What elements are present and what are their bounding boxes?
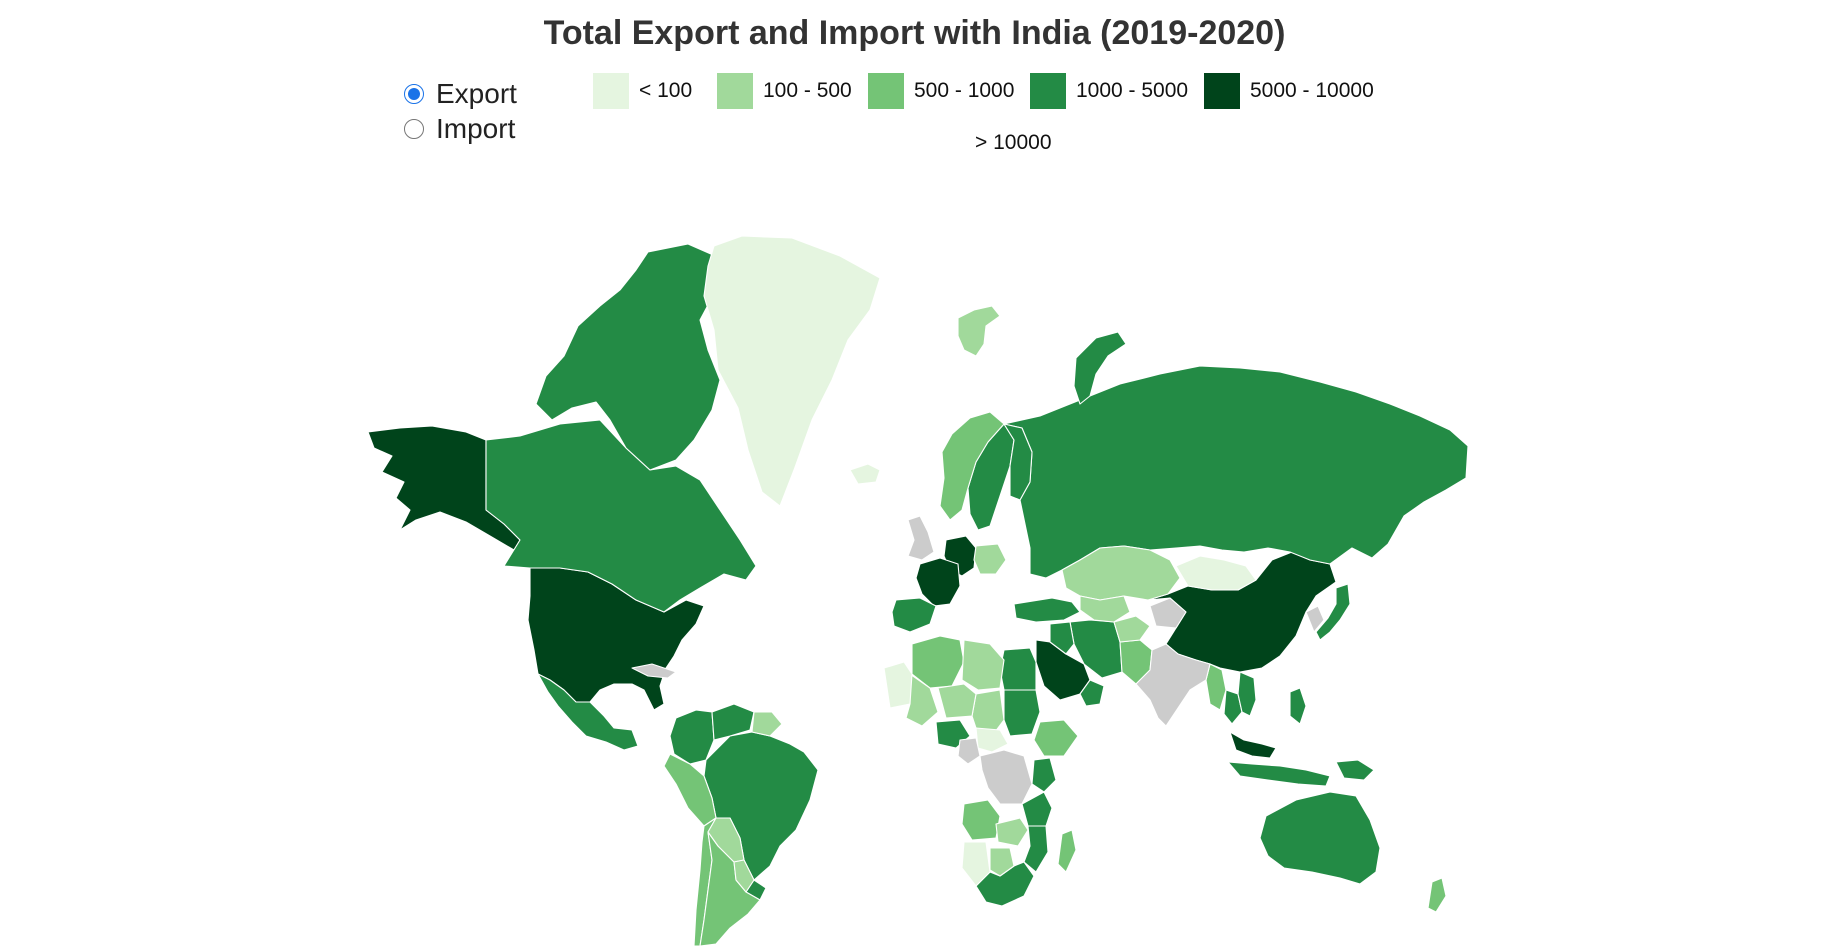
- legend-swatch-1000-5000: [1030, 73, 1066, 109]
- country-korea[interactable]: Korea: [1305, 605, 1325, 633]
- country-paraguay[interactable]: Paraguay: [733, 859, 755, 893]
- country-mauritania[interactable]: Mauritania: [883, 661, 913, 709]
- legend-item-1000-5000: 1000 - 5000: [1030, 73, 1188, 109]
- import-option[interactable]: Import: [404, 111, 517, 146]
- country-niger[interactable]: Niger: [937, 683, 977, 719]
- country-venezuela[interactable]: Venezuela: [711, 703, 755, 741]
- country-japan[interactable]: Japan: [1315, 583, 1351, 641]
- export-option[interactable]: Export: [404, 76, 517, 111]
- legend-swatch-5000-10000: [1204, 73, 1240, 109]
- country-alaska[interactable]: Alaska: [367, 425, 521, 551]
- country-indonesia[interactable]: Indonesia: [1227, 761, 1331, 787]
- country-botswana[interactable]: Botswana: [989, 847, 1015, 877]
- country-namibia[interactable]: Namibia: [961, 841, 991, 887]
- country-australia[interactable]: Australia: [1259, 791, 1381, 885]
- country-madagascar[interactable]: Madagascar: [1057, 829, 1077, 873]
- import-radio[interactable]: [404, 118, 424, 139]
- legend-item-5000-10000: 5000 - 10000: [1204, 73, 1374, 109]
- legend-label-lt100: < 100: [639, 79, 693, 102]
- country-tanzania[interactable]: Tanzania: [1021, 791, 1053, 827]
- legend-label-5000-10000: 5000 - 10000: [1250, 79, 1374, 102]
- country-iceland[interactable]: Iceland: [849, 463, 881, 485]
- legend-label-500-1000: 500 - 1000: [914, 79, 1015, 102]
- country-novaya-zemlya[interactable]: Novaya Zemlya: [1073, 331, 1127, 405]
- country-algeria[interactable]: Algeria: [911, 635, 965, 689]
- country-egypt[interactable]: Egypt: [999, 647, 1037, 691]
- country-india[interactable]: India: [1135, 643, 1211, 727]
- country-poland[interactable]: Poland: [973, 543, 1007, 575]
- country-mexico[interactable]: Mexico: [537, 673, 639, 751]
- legend-item-lt100: < 100: [593, 73, 692, 109]
- country-france[interactable]: France: [915, 557, 961, 607]
- legend-label-gt10000: > 10000: [975, 131, 1052, 154]
- country-colombia[interactable]: Colombia: [669, 709, 715, 765]
- import-label: Import: [436, 112, 516, 144]
- country-central-african-republic[interactable]: Central African Republic: [975, 727, 1009, 753]
- country-canadian-arctic[interactable]: Canadian Arctic: [535, 243, 721, 471]
- country-angola[interactable]: Angola: [961, 799, 1001, 841]
- country-mozambique[interactable]: Mozambique: [1023, 825, 1049, 873]
- country-philippines[interactable]: Philippines: [1289, 687, 1307, 725]
- country-new-zealand[interactable]: New Zealand: [1427, 877, 1447, 913]
- country-uzbekistan[interactable]: Uzbekistan: [1079, 595, 1131, 623]
- country-sudan[interactable]: Sudan: [1003, 689, 1041, 737]
- country-vietnam[interactable]: Vietnam: [1237, 671, 1257, 717]
- country-libya[interactable]: Libya: [961, 639, 1005, 691]
- country-mongolia[interactable]: Mongolia: [1175, 555, 1257, 591]
- country-iraq[interactable]: Iraq: [1049, 621, 1075, 655]
- country-south-africa[interactable]: South Africa: [975, 861, 1035, 907]
- country-malaysia[interactable]: Malaysia: [1229, 731, 1277, 759]
- chart-title: Total Export and Import with India (2019…: [543, 14, 1286, 52]
- country-myanmar[interactable]: Myanmar: [1205, 663, 1227, 711]
- export-label: Export: [436, 77, 517, 109]
- country-dr-congo[interactable]: DR Congo: [979, 749, 1033, 805]
- legend-item-500-1000: 500 - 1000: [868, 73, 1014, 109]
- country-kenya[interactable]: Kenya: [1031, 757, 1057, 793]
- legend-swatch-100-500: [717, 73, 753, 109]
- country-cameroon[interactable]: Cameroon: [957, 737, 981, 765]
- country-svalbard[interactable]: Svalbard: [957, 305, 1001, 357]
- country-papua-new-guinea[interactable]: Papua New Guinea: [1335, 759, 1375, 781]
- legend-item-100-500: 100 - 500: [717, 73, 852, 109]
- country-canada[interactable]: Canada: [485, 419, 757, 613]
- country-cuba[interactable]: Cuba: [631, 663, 677, 679]
- country-spain[interactable]: Spain: [891, 597, 937, 633]
- country-zambia[interactable]: Zambia: [995, 817, 1029, 847]
- country-shapes: United StatesAlaskaChinaSaudi ArabiaGerm…: [367, 235, 1469, 947]
- legend-swatch-lt100: [593, 73, 629, 109]
- legend-label-100-500: 100 - 500: [763, 79, 852, 102]
- country-ethiopia[interactable]: Ethiopia: [1033, 719, 1079, 757]
- export-radio[interactable]: [404, 83, 424, 104]
- country-norway[interactable]: Norway: [939, 411, 1005, 521]
- legend-swatch-500-1000: [868, 73, 904, 109]
- country-russia[interactable]: Russia: [1003, 365, 1469, 579]
- country-guyana[interactable]: Guyana: [751, 711, 783, 737]
- country-thailand[interactable]: Thailand: [1223, 689, 1243, 725]
- country-united-kingdom[interactable]: United Kingdom: [907, 515, 935, 561]
- country-greenland[interactable]: Greenland: [703, 235, 881, 507]
- trade-mode-selector: Export Import: [404, 76, 517, 146]
- country-tibet-region[interactable]: Tibet region: [1149, 597, 1187, 629]
- country-oman[interactable]: Oman: [1079, 679, 1105, 707]
- legend-label-1000-5000: 1000 - 5000: [1076, 79, 1189, 102]
- country-afghanistan[interactable]: Afghanistan: [1113, 615, 1151, 643]
- country-finland[interactable]: Finland: [1003, 423, 1033, 501]
- country-turkey[interactable]: Turkey: [1013, 597, 1081, 623]
